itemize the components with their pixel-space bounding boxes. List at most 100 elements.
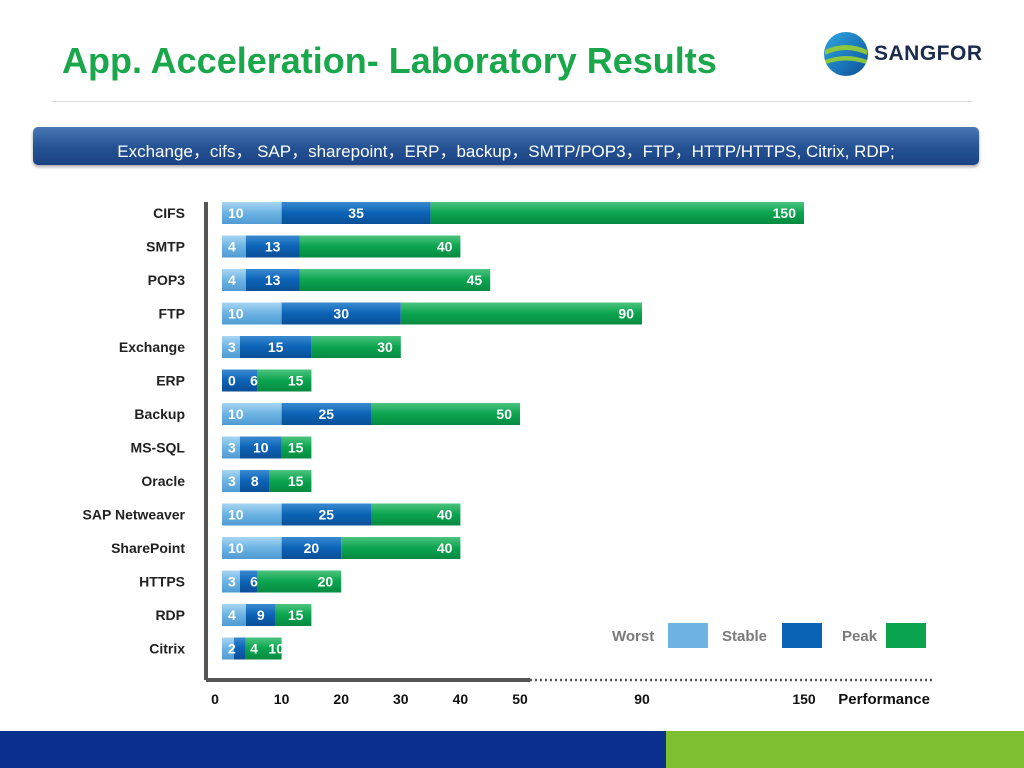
bar-peak [371, 503, 461, 526]
bar-stable [281, 202, 431, 224]
value-label-peak: 40 [437, 239, 453, 255]
category-label: HTTPS [139, 574, 185, 590]
bar-peak [299, 235, 461, 258]
x-tick-label: 50 [512, 691, 528, 707]
legend-label: Stable [722, 628, 767, 645]
value-label-stable: 35 [348, 205, 364, 221]
value-label-worst: 10 [228, 540, 244, 556]
bar-stable [281, 503, 371, 526]
bar-peak [257, 570, 342, 593]
legend-label: Peak [842, 628, 878, 645]
logo-text: SANGFOR [874, 42, 983, 65]
bar-worst [222, 503, 282, 526]
bar-stable [233, 637, 246, 660]
bar-worst [222, 235, 246, 258]
x-axis-label: Performance [838, 691, 930, 708]
value-label-worst: 2 [228, 641, 236, 657]
value-label-stable: 20 [304, 540, 320, 556]
value-label-worst: 4 [228, 239, 236, 255]
x-tick-label: 90 [634, 691, 650, 707]
bar-worst [222, 202, 282, 224]
bar-worst [222, 403, 282, 425]
bar-peak [371, 403, 520, 425]
bar-peak [245, 637, 282, 660]
category-label: Oracle [141, 473, 185, 489]
protocol-banner: Exchange，cifs， SAP，sharepoint，ERP，backup… [33, 127, 979, 165]
bar-worst [222, 537, 282, 559]
bar-worst [222, 570, 240, 593]
bar-worst [222, 269, 246, 291]
value-label-stable: 25 [319, 507, 335, 523]
value-label-worst: 4 [228, 272, 236, 288]
bar-stable [239, 470, 270, 492]
category-label: CIFS [153, 205, 185, 221]
bar-stable [281, 302, 401, 325]
category-label: Citrix [149, 641, 185, 657]
value-label-stable: 15 [268, 339, 284, 355]
legend-swatch-peak [886, 623, 926, 648]
value-label-peak: 40 [437, 540, 453, 556]
value-label-stable: 9 [257, 607, 265, 623]
value-label-peak: 30 [377, 339, 393, 355]
bar-peak [269, 470, 312, 492]
value-label-peak: 15 [288, 373, 304, 389]
bar-worst [222, 336, 240, 358]
value-label-stable: 4 [250, 641, 258, 657]
value-label-worst: 3 [228, 339, 236, 355]
value-label-stable: 25 [319, 406, 335, 422]
value-label-peak: 20 [318, 574, 334, 590]
footer-green-band [666, 731, 1024, 768]
x-tick-label: 0 [211, 691, 219, 707]
category-label: RDP [155, 607, 185, 623]
bar-worst [222, 436, 240, 459]
value-label-stable: 10 [253, 440, 269, 456]
bar-peak [281, 436, 312, 459]
bar-stable [281, 537, 342, 559]
legend-label: Worst [612, 628, 654, 645]
value-label-peak: 90 [618, 306, 634, 322]
value-label-worst: 0 [228, 373, 236, 389]
value-label-stable: 13 [265, 272, 281, 288]
category-label: FTP [159, 306, 185, 322]
bar-peak [275, 604, 312, 626]
bar-worst [222, 637, 234, 660]
value-label-peak: 45 [467, 272, 483, 288]
value-label-stable: 30 [333, 306, 349, 322]
category-label: Exchange [119, 339, 185, 355]
value-label-worst: 4 [228, 607, 236, 623]
x-tick-label: 10 [274, 691, 290, 707]
category-label: SharePoint [111, 540, 185, 556]
category-label: ERP [156, 373, 185, 389]
legend-swatch-worst [668, 623, 708, 648]
x-tick-label: 150 [792, 691, 816, 707]
value-label-peak: 15 [288, 440, 304, 456]
bar-peak [311, 336, 401, 358]
bar-stable [281, 403, 371, 425]
bar-stable [245, 269, 300, 291]
value-label-peak: 50 [496, 406, 512, 422]
legend-swatch-stable [782, 623, 822, 648]
value-label-peak: 15 [288, 607, 304, 623]
value-label-stable: 13 [265, 239, 281, 255]
title-divider [52, 101, 972, 102]
value-label-stable: 6 [250, 574, 258, 590]
bar-stable [245, 604, 276, 626]
x-tick-label: 30 [393, 691, 409, 707]
sangfor-logo: SANGFOR [822, 28, 982, 80]
value-label-peak: 15 [288, 473, 304, 489]
category-label: POP3 [148, 272, 186, 288]
page-title: App. Acceleration- Laboratory Results [62, 40, 717, 81]
bar-stable [239, 336, 312, 358]
bar-worst [222, 302, 282, 325]
category-label: Backup [134, 406, 185, 422]
value-label-worst: 3 [228, 473, 236, 489]
x-tick-label: 40 [453, 691, 469, 707]
footer-blue-band [0, 731, 666, 768]
bar-peak [257, 369, 312, 392]
bar-peak [430, 202, 804, 224]
bar-stable [222, 369, 258, 392]
category-label: SMTP [146, 239, 185, 255]
bar-peak [299, 269, 491, 291]
bar-peak [341, 537, 461, 559]
